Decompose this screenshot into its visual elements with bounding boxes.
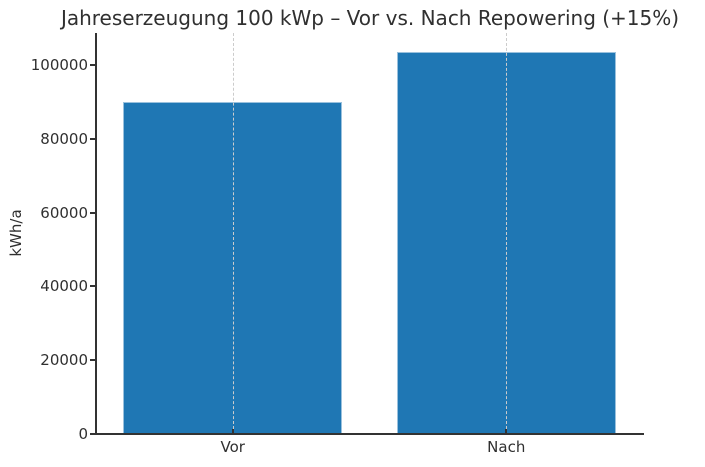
bar-nach [396, 52, 616, 434]
y-tick-mark [90, 433, 96, 435]
x-tick-label-vor: Vor [220, 438, 245, 456]
y-tick-label: 100000 [30, 56, 88, 74]
plot-area [96, 33, 643, 434]
y-tick-label: 40000 [40, 277, 88, 296]
x-tick-mark [231, 429, 234, 433]
x-tick-mark [505, 429, 508, 433]
y-tick-mark [90, 285, 96, 288]
x-axis-spine [95, 433, 644, 435]
y-tick-mark [90, 359, 96, 362]
y-tick-mark [90, 64, 96, 66]
y-tick-label: 20000 [40, 351, 88, 370]
chart-title: Jahreserzeugung 100 kWp – Vor vs. Nach R… [60, 6, 680, 30]
y-tick-mark [90, 137, 96, 140]
y-axis: 0 20000 40000 60000 80000 100000 [0, 0, 88, 467]
y-tick-mark [90, 211, 96, 214]
bar-vor [123, 101, 343, 434]
gridline-vor [232, 33, 234, 434]
gridline-nach [506, 33, 508, 434]
y-tick-label: 60000 [40, 203, 88, 222]
y-axis-spine [95, 33, 97, 435]
y-tick-label: 0 [78, 425, 88, 443]
y-tick-label: 80000 [40, 129, 88, 148]
x-tick-label-nach: Nach [487, 438, 526, 456]
